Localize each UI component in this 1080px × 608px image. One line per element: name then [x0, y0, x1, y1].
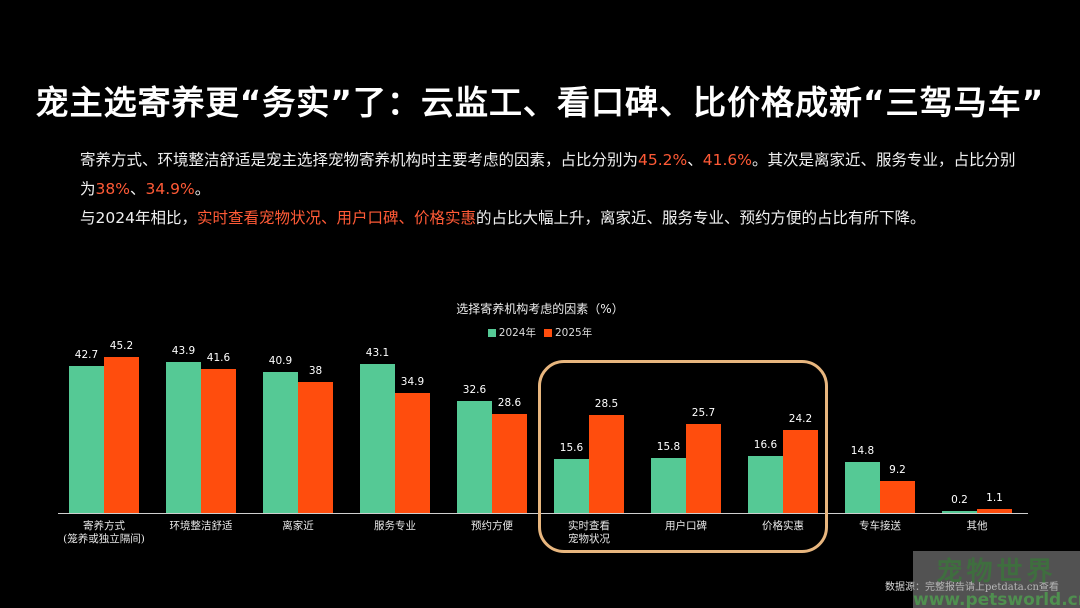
bar-2025: [589, 414, 624, 513]
category-line-1: 服务专业: [374, 520, 416, 532]
category-label: 实时查看 宠物状况: [539, 520, 639, 546]
watermark-logo-text: 宠物世界: [936, 557, 1057, 587]
category-label: 其他: [927, 520, 1027, 533]
watermark-url: www.petsworld.cn: [913, 590, 1080, 608]
category-label: 服务专业: [345, 520, 445, 533]
text: 、: [129, 180, 146, 198]
bar-2024: [360, 364, 395, 513]
bar-value-label: 34.9: [400, 375, 425, 388]
bar-value-label: 25.7: [691, 407, 716, 420]
bar-value-label: 45.2: [109, 340, 134, 353]
category-label: 寄养方式 (笼养或独立隔间): [54, 520, 154, 546]
bar-2024: [69, 365, 104, 513]
category-label: 环境整洁舒适: [151, 520, 251, 533]
bar-2025: [201, 369, 236, 513]
bar-value-label: 0.2: [951, 494, 968, 506]
category-line-1: 寄养方式: [83, 520, 125, 532]
bar-value-label: 24.2: [788, 412, 813, 425]
category-line-1: 用户口碑: [665, 520, 707, 532]
bar-value-label: 15.6: [559, 442, 584, 455]
category-line-1: 环境整洁舒适: [169, 520, 233, 532]
bar-2025: [395, 392, 430, 513]
category-line-1: 其他: [966, 520, 988, 532]
bar-2024: [457, 400, 492, 513]
bar-value-label: 40.9: [268, 354, 293, 367]
chart-title: 选择寄养机构考虑的因素（%）: [456, 302, 624, 316]
category-line-2: (笼养或独立隔间): [63, 533, 145, 545]
legend-label: 2024年: [498, 327, 536, 339]
bar-value-label: 16.6: [753, 438, 778, 451]
bar-2025: [686, 424, 721, 513]
bar-2025: [977, 509, 1012, 513]
bar-2024: [942, 511, 977, 513]
category-line-1: 预约方便: [471, 520, 513, 532]
bar-value-label: 9.2: [889, 464, 906, 477]
summary-paragraph-1: 寄养方式、环境整洁舒适是宠主选择宠物寄养机构时主要考虑的因素，占比分别为45.2…: [80, 146, 1020, 204]
category-label: 预约方便: [442, 520, 542, 533]
bar-value-label: 28.6: [497, 397, 522, 410]
category-label: 离家近: [248, 520, 348, 533]
text: 。: [194, 180, 211, 198]
highlight-value: 38%: [95, 180, 130, 198]
bar-2024: [845, 461, 880, 513]
bar-2024: [554, 459, 589, 513]
highlight-value: 45.2%: [638, 151, 688, 169]
bar-2025: [492, 414, 527, 513]
legend-swatch-2024: [487, 328, 496, 337]
bar-2024: [748, 455, 783, 513]
bar-value-label: 41.6: [206, 352, 231, 365]
category-label: 专车接送: [830, 520, 930, 533]
category-line-1: 离家近: [282, 520, 314, 532]
text: 。其次是离家近、服务专业，占比分别为: [80, 151, 1016, 198]
bar-value-label: 42.7: [74, 348, 99, 361]
bar-2024: [651, 458, 686, 513]
highlight-box: [538, 360, 828, 553]
category-label: 用户口碑: [636, 520, 736, 533]
bar-2024: [166, 361, 201, 513]
text: 寄养方式、环境整洁舒适是宠主选择宠物寄养机构时主要考虑的因素，占比分别为: [80, 151, 639, 169]
category-line-1: 价格实惠: [762, 520, 804, 532]
highlight-value: 41.6%: [702, 151, 753, 169]
page-title: 宠主选寄养更“务实”了：云监工、看口碑、比价格成新“三驾马车”: [35, 83, 1045, 122]
bar-value-label: 28.5: [594, 397, 619, 410]
watermark: 宠物世界 www.petsworld.cn: [913, 551, 1080, 608]
category-line-1: 专车接送: [859, 520, 901, 532]
bar-2024: [263, 371, 298, 513]
bar-value-label: 43.9: [171, 344, 196, 357]
bar-value-label: 38: [308, 364, 323, 377]
bar-value-label: 1.1: [986, 492, 1003, 505]
legend-swatch-2025: [544, 328, 552, 337]
bar-value-label: 32.6: [462, 383, 487, 396]
text: 的占比大幅上升，离家近、服务专业、预约方便的占比有所下降。: [475, 209, 926, 227]
bar-2025: [783, 429, 818, 513]
legend-item-2024: 2024年: [487, 325, 536, 340]
bar-value-label: 43.1: [365, 347, 390, 360]
summary-paragraph-2: 与2024年相比，实时查看宠物状况、用户口碑、价格实惠的占比大幅上升，离家近、服…: [80, 204, 1020, 233]
category-label: 价格实惠: [733, 520, 833, 533]
chart-legend: 2024年 2025年: [0, 325, 1080, 340]
highlight-factors: 实时查看宠物状况、用户口碑、价格实惠: [196, 209, 476, 227]
text: 与2024年相比，: [80, 209, 197, 227]
category-line-1: 实时查看: [568, 520, 610, 532]
text: 、: [687, 151, 703, 169]
bar-value-label: 15.8: [656, 441, 681, 454]
bar-2025: [104, 357, 139, 513]
legend-label: 2025年: [555, 327, 593, 339]
x-axis-baseline: [58, 513, 1028, 514]
bar-2025: [880, 481, 915, 513]
legend-item-2025: 2025年: [544, 325, 592, 340]
highlight-value: 34.9%: [145, 180, 195, 198]
bar-value-label: 14.8: [850, 444, 875, 457]
category-line-2: 宠物状况: [568, 533, 610, 545]
bar-2025: [298, 381, 333, 513]
